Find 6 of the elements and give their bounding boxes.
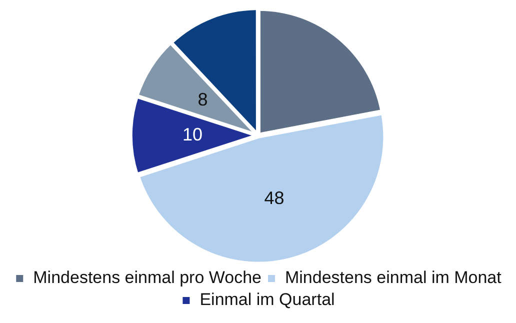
legend-label: Einmal im Quartal: [200, 290, 335, 310]
data-label: 48: [264, 188, 284, 208]
legend-label: Mindestens einmal im Monat: [284, 268, 502, 288]
data-label: 8: [198, 89, 208, 110]
data-label: 10: [182, 124, 203, 144]
legend-label: Mindestens einmal pro Woche: [33, 268, 262, 288]
